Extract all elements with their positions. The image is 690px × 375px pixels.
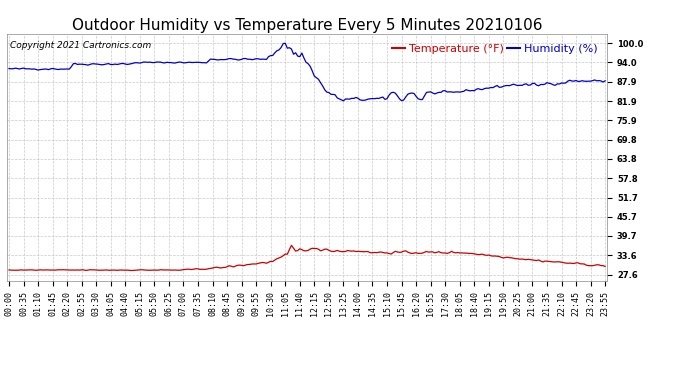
Legend: Temperature (°F), Humidity (%): Temperature (°F), Humidity (%): [388, 39, 602, 58]
Title: Outdoor Humidity vs Temperature Every 5 Minutes 20210106: Outdoor Humidity vs Temperature Every 5 …: [72, 18, 542, 33]
Text: Copyright 2021 Cartronics.com: Copyright 2021 Cartronics.com: [10, 41, 151, 50]
